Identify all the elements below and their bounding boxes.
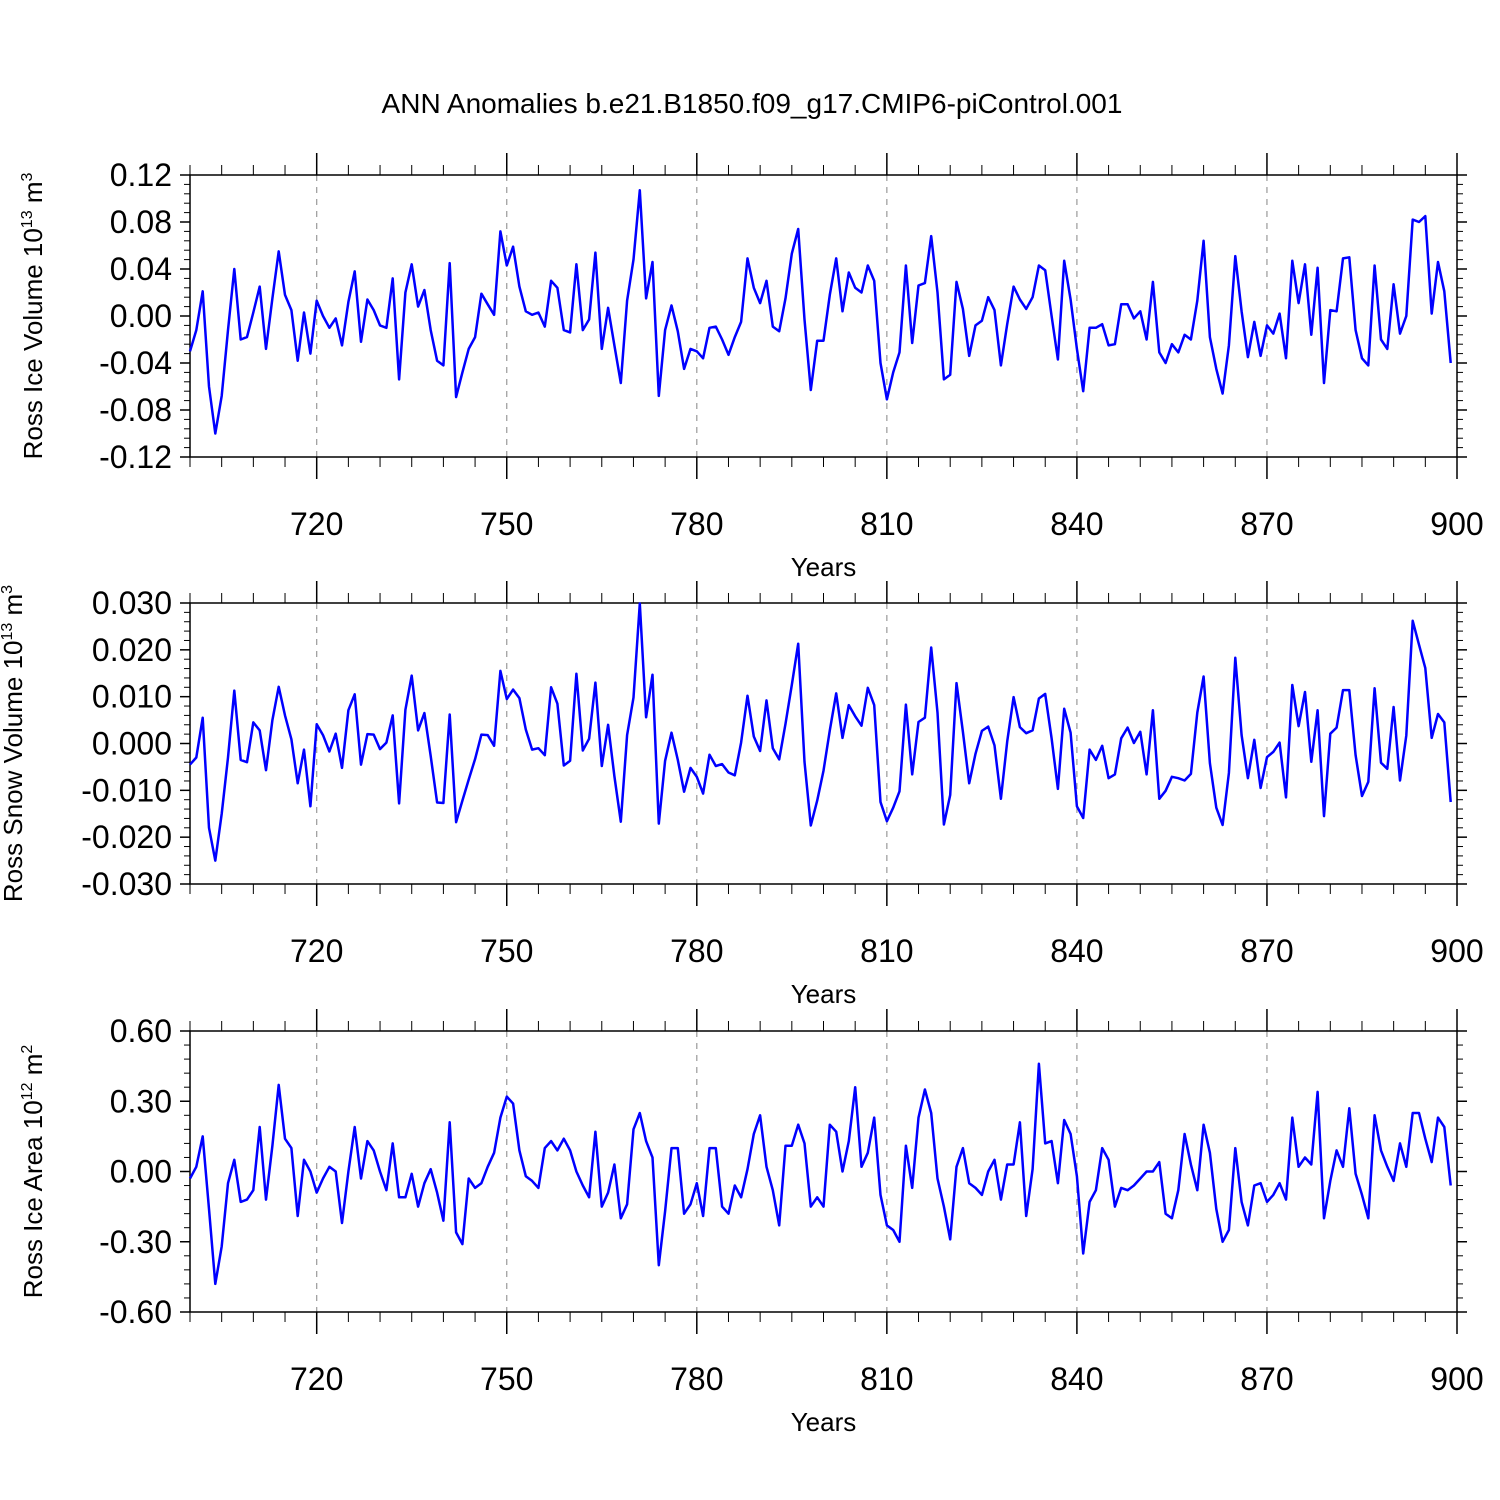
series-line <box>189 602 1452 862</box>
y-tick-label: 0.010 <box>92 679 172 715</box>
y-tick-label: 0.08 <box>110 204 172 240</box>
panels: -0.12 -0.08 -0.04 0.00 0.04 0.08 0.12 720 750 780… <box>0 153 1484 1437</box>
y-tick-label: -0.010 <box>81 772 172 808</box>
series-line <box>188 189 1452 435</box>
y-tick-label: -0.08 <box>99 392 172 428</box>
x-tick-label: 750 <box>480 506 533 542</box>
x-tick-label: 840 <box>1050 1361 1103 1397</box>
y-tick-label: 0.020 <box>92 632 172 668</box>
y-tick-label: -0.030 <box>81 866 172 902</box>
y-axis-label-part: 3 <box>19 172 36 181</box>
panel-2: -0.030 -0.020 -0.010 0.000 0.010 0.020 0.030 72… <box>0 581 1484 1009</box>
y-axis-label-part: 12 <box>19 1082 36 1100</box>
x-tick-label: 840 <box>1050 933 1103 969</box>
y-axis-label-part: m <box>18 181 48 210</box>
x-tick-label: 780 <box>670 506 723 542</box>
y-tick-label: 0.60 <box>110 1013 172 1049</box>
series-line <box>188 1062 1452 1286</box>
y-tick-label: -0.04 <box>99 345 172 381</box>
x-tick-label: 750 <box>480 933 533 969</box>
y-axis-label-part: Ross Ice Volume 10 <box>18 228 48 459</box>
y-tick-label: 0.030 <box>92 585 172 621</box>
x-tick-label: 900 <box>1430 1361 1483 1397</box>
y-tick-label: 0.00 <box>110 298 172 334</box>
y-axis-label: Ross Snow Volume 1013 m3 <box>0 585 28 902</box>
x-tick-label: 720 <box>290 1361 343 1397</box>
x-tick-label: 750 <box>480 1361 533 1397</box>
x-tick-label: 810 <box>860 1361 913 1397</box>
y-tick-label: 0.04 <box>110 251 172 287</box>
panel-3: -0.60 -0.30 0.00 0.30 0.60 720 750 780 810 840 870… <box>18 1009 1484 1437</box>
chart-title: ANN Anomalies b.e21.B1850.f09_g17.CMIP6-… <box>382 88 1123 119</box>
panel-1: -0.12 -0.08 -0.04 0.00 0.04 0.08 0.12 720 750 780… <box>18 153 1484 582</box>
y-tick-label: 0.000 <box>92 726 172 762</box>
y-axis-label-part: Ross Ice Area 10 <box>18 1100 48 1298</box>
x-tick-label: 810 <box>860 506 913 542</box>
y-axis-label-part: 3 <box>0 585 16 594</box>
y-axis-label-part: 13 <box>19 210 36 228</box>
x-tick-label: 870 <box>1240 506 1293 542</box>
x-tick-label: 840 <box>1050 506 1103 542</box>
x-tick-label: 870 <box>1240 933 1293 969</box>
y-axis-label: Ross Ice Volume 1013 m3 <box>18 172 48 459</box>
x-tick-label: 780 <box>670 933 723 969</box>
x-axis-label: Years <box>791 1407 857 1437</box>
y-tick-label: -0.30 <box>99 1224 172 1260</box>
x-tick-label: 720 <box>290 933 343 969</box>
plot-frame <box>189 602 1458 885</box>
x-tick-label: 780 <box>670 1361 723 1397</box>
y-tick-label: -0.12 <box>99 439 172 475</box>
x-tick-label: 900 <box>1430 506 1483 542</box>
y-tick-label: 0.00 <box>110 1154 172 1190</box>
y-axis-label-part: 2 <box>19 1045 36 1054</box>
plot-frame <box>189 174 1458 458</box>
y-axis-label-part: m <box>0 594 28 623</box>
y-axis-label-part: Ross Snow Volume 10 <box>0 641 28 903</box>
x-axis-label: Years <box>791 552 857 582</box>
y-tick-label: 0.12 <box>110 157 172 193</box>
x-tick-label: 810 <box>860 933 913 969</box>
y-tick-label: -0.60 <box>99 1294 172 1330</box>
x-tick-label: 900 <box>1430 933 1483 969</box>
x-tick-label: 720 <box>290 506 343 542</box>
y-tick-label: 0.30 <box>110 1083 172 1119</box>
x-tick-label: 870 <box>1240 1361 1293 1397</box>
y-axis-label: Ross Ice Area 1012 m2 <box>18 1045 48 1299</box>
y-tick-label: -0.020 <box>81 819 172 855</box>
x-axis-label: Years <box>791 979 857 1009</box>
y-axis-label-part: 13 <box>0 623 16 641</box>
y-axis-label-part: m <box>18 1054 48 1083</box>
